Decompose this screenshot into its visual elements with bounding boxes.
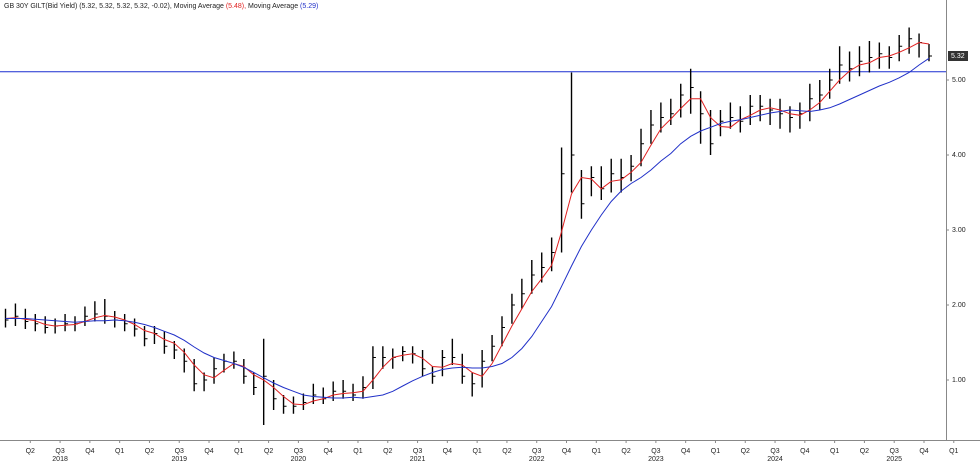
year-label: 2021 [410,456,426,463]
x-tick-label: Q1 [592,448,601,455]
moving-average-line [5,41,930,406]
legend-value: (5.48), [226,3,246,10]
x-tick-label: Q2 [264,448,273,455]
x-tick-label: Q4 [85,448,94,455]
x-tick-label: Q4 [204,448,213,455]
x-tick-label: Q2 [621,448,630,455]
year-label: 2024 [767,456,783,463]
x-tick-label: Q1 [472,448,481,455]
x-tick-label: Q4 [562,448,571,455]
legend-name: Moving Average [174,3,224,10]
x-tick-label: Q2 [741,448,750,455]
x-tick-label: Q2 [502,448,511,455]
year-label: 2022 [529,456,545,463]
x-tick-label: Q3 [532,448,541,455]
legend-value: (5.29) [300,3,318,10]
last-price-label: 5.32 [951,53,965,60]
x-tick-label: Q1 [234,448,243,455]
x-tick-label: Q3 [413,448,422,455]
y-tick-label: 5.00 [952,77,966,84]
y-tick-label: 2.00 [952,302,966,309]
x-tick-label: Q3 [890,448,899,455]
x-tick-label: Q4 [443,448,452,455]
x-tick-label: Q2 [383,448,392,455]
moving-average-line [5,57,930,399]
year-label: 2023 [648,456,664,463]
x-tick-label: Q3 [294,448,303,455]
y-tick-label: 4.00 [952,152,966,159]
year-label: 2018 [52,456,68,463]
x-tick-label: Q1 [949,448,958,455]
x-tick-label: Q4 [919,448,928,455]
year-label: 2025 [886,456,902,463]
year-label: 2019 [171,456,187,463]
y-tick-label: 3.00 [952,227,966,234]
legend-name: Moving Average [248,3,298,10]
x-tick-label: Q4 [324,448,333,455]
chart-title: GB 30Y GILT(Bid Yield) (5.32, 5.32, 5.32… [4,3,172,10]
last-price-tag [948,51,968,61]
x-tick-label: Q4 [681,448,690,455]
x-tick-label: Q2 [860,448,869,455]
x-tick-label: Q1 [711,448,720,455]
x-tick-label: Q1 [830,448,839,455]
x-tick-label: Q3 [55,448,64,455]
header: GB 30Y GILT(Bid Yield) (5.32, 5.32, 5.32… [4,3,318,10]
x-tick-label: Q1 [353,448,362,455]
x-tick-label: Q1 [115,448,124,455]
x-tick-label: Q3 [770,448,779,455]
x-tick-label: Q3 [651,448,660,455]
y-tick-label: 1.00 [952,377,966,384]
x-tick-label: Q2 [26,448,35,455]
year-label: 2020 [291,456,307,463]
x-tick-label: Q3 [175,448,184,455]
x-tick-label: Q2 [145,448,154,455]
x-tick-label: Q4 [800,448,809,455]
